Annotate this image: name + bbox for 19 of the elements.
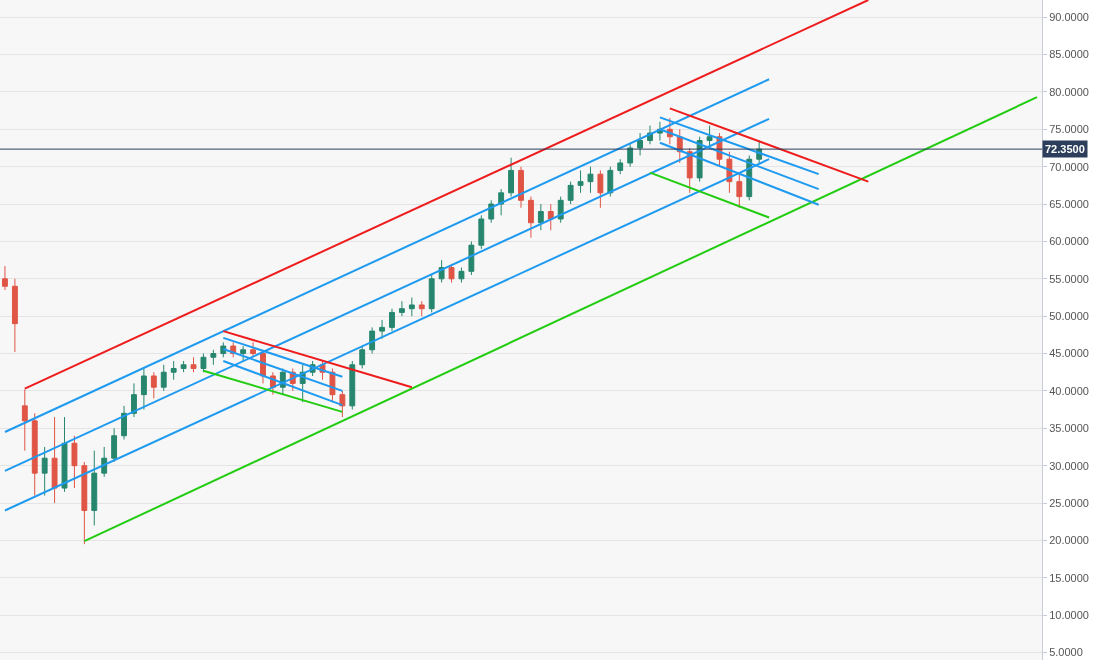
y-tick-label: 70.0000 bbox=[1049, 160, 1089, 173]
y-tick-label: 80.0000 bbox=[1049, 85, 1089, 98]
y-tick-label: 45.0000 bbox=[1049, 347, 1089, 360]
y-tick-label: 85.0000 bbox=[1049, 48, 1089, 61]
y-tick-label: 50.0000 bbox=[1049, 310, 1089, 323]
y-tick-label: 40.0000 bbox=[1049, 384, 1089, 397]
y-tick-label: 15.0000 bbox=[1049, 571, 1089, 584]
ref-line-label: 72.3500 bbox=[1045, 143, 1085, 155]
y-tick-label: 90.0000 bbox=[1049, 11, 1089, 24]
y-tick-label: 35.0000 bbox=[1049, 422, 1089, 435]
y-tick-label: 20.0000 bbox=[1049, 534, 1089, 547]
y-tick-label: 5.0000 bbox=[1049, 646, 1083, 659]
y-tick-label: 30.0000 bbox=[1049, 459, 1089, 472]
y-tick-label: 65.0000 bbox=[1049, 197, 1089, 210]
y-tick-label: 10.0000 bbox=[1049, 609, 1089, 621]
y-tick-label: 75.0000 bbox=[1049, 123, 1089, 136]
y-tick-label: 60.0000 bbox=[1049, 235, 1089, 248]
y-tick-label: 25.0000 bbox=[1049, 496, 1089, 509]
y-tick-label: 55.0000 bbox=[1049, 272, 1089, 285]
